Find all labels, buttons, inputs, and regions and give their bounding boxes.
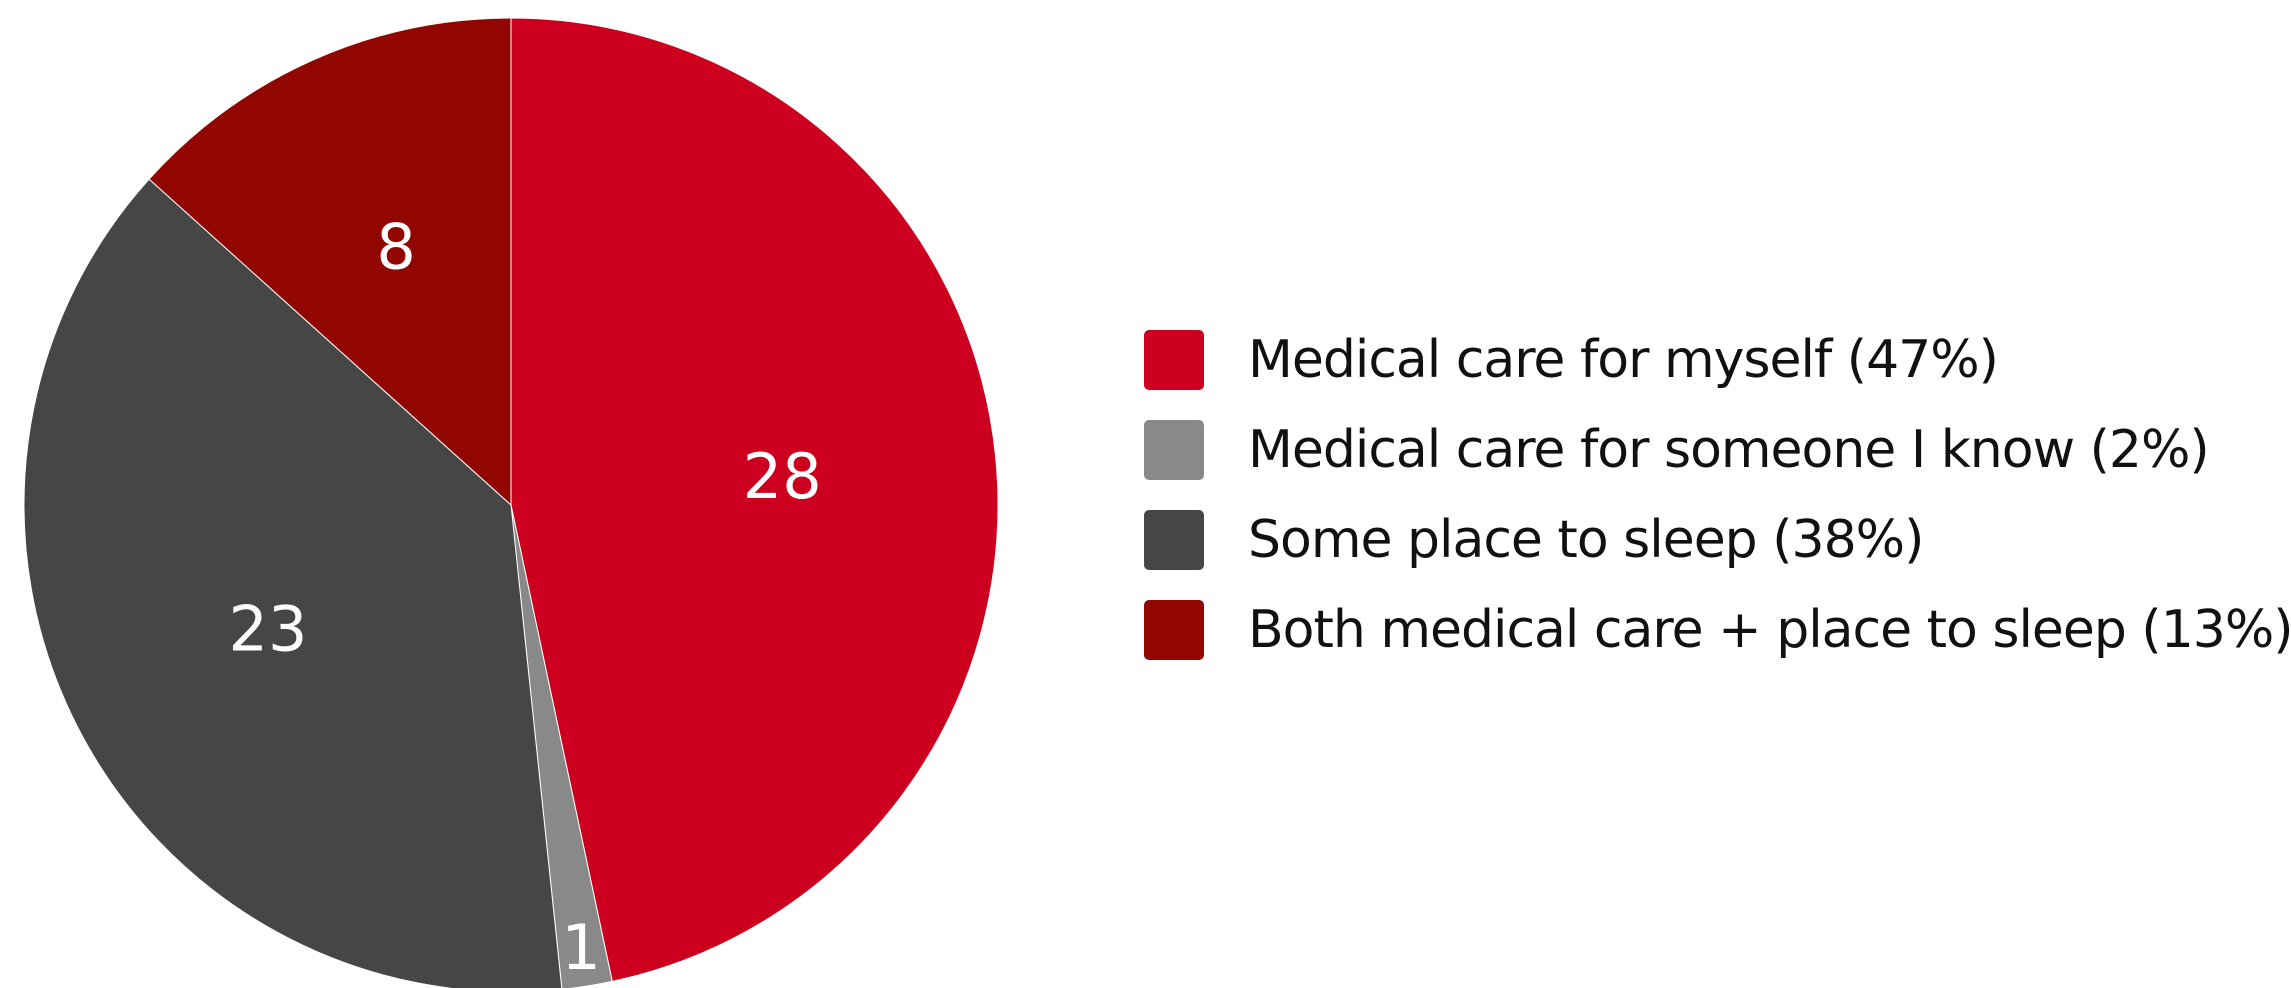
- pie-slice: [510, 504, 613, 988]
- pie-slice-value-label: 28: [743, 440, 822, 513]
- legend-swatch: [1144, 330, 1204, 390]
- pie-slice-labels: 28 1 23 8: [229, 210, 822, 984]
- legend-label: Both medical care + place to sleep (13%): [1248, 600, 2291, 660]
- legend-swatch: [1144, 510, 1204, 570]
- legend-swatch: [1144, 420, 1204, 480]
- legend-item-medical-care-someone: Medical care for someone I know (2%): [1144, 420, 2291, 480]
- legend-label: Medical care for someone I know (2%): [1248, 420, 2210, 480]
- pie-slices: [23, 17, 999, 988]
- legend-label: Medical care for myself (47%): [1248, 330, 1999, 390]
- legend-item-medical-care-myself: Medical care for myself (47%): [1144, 330, 2291, 390]
- pie-slice-value-label: 1: [561, 911, 600, 984]
- pie-slice: [148, 17, 512, 507]
- pie-slice-value-label: 23: [229, 592, 308, 665]
- legend: Medical care for myself (47%) Medical ca…: [1144, 330, 2291, 660]
- pie-slice: [510, 17, 999, 982]
- legend-swatch: [1144, 600, 1204, 660]
- legend-label: Some place to sleep (38%): [1248, 510, 1924, 570]
- legend-item-both: Both medical care + place to sleep (13%): [1144, 600, 2291, 660]
- pie-slice: [23, 178, 563, 988]
- pie-slice-value-label: 8: [376, 210, 415, 283]
- legend-item-place-to-sleep: Some place to sleep (38%): [1144, 510, 2291, 570]
